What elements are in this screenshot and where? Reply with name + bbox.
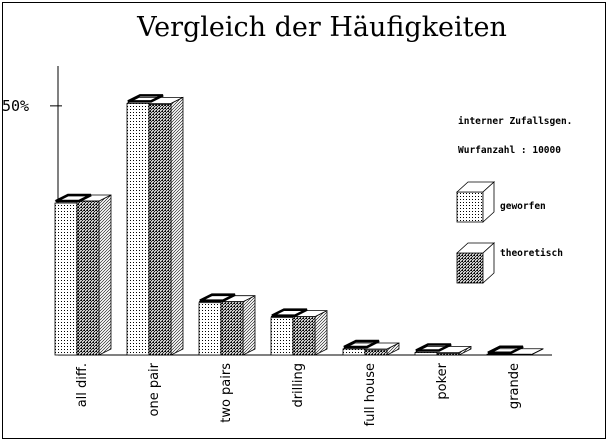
legend-label-theoretisch: theoretisch <box>500 248 563 259</box>
bar-group <box>270 308 328 356</box>
bar-theoretisch <box>436 353 460 356</box>
legend-swatch-side <box>482 181 495 223</box>
bar-value-marker <box>343 339 380 349</box>
bar-theoretisch <box>292 316 316 356</box>
bar-theoretisch <box>148 103 172 356</box>
legend-entry-geworfen <box>455 181 496 223</box>
legend-entry-theoretisch <box>455 242 496 284</box>
bar-group <box>414 343 472 356</box>
bar-geworfen <box>126 102 150 356</box>
bar-geworfen <box>198 302 222 356</box>
chart-title: Vergleich der Häufigkeiten <box>136 12 507 43</box>
legend-label-geworfen: geworfen <box>500 201 546 212</box>
info-line-2: Wurfanzahl : 10000 <box>458 145 561 156</box>
category-label: grande <box>507 363 522 409</box>
bar-side-face <box>314 309 328 356</box>
bar-group <box>486 345 544 356</box>
y-tick-label: 50% <box>2 97 29 115</box>
info-line-1: interner Zufallsgen. <box>458 116 572 127</box>
bar-group <box>198 293 256 356</box>
bars <box>54 94 544 356</box>
bar-geworfen <box>270 317 294 356</box>
bar-side-face <box>98 194 112 356</box>
category-label: full house <box>363 363 378 426</box>
bar-theoretisch <box>76 200 100 356</box>
category-labels: all diff. one pair two pairs drilling full h… <box>75 362 522 426</box>
category-label: all diff. <box>75 363 90 407</box>
bar-geworfen <box>486 353 510 356</box>
bar-value-marker <box>127 94 164 103</box>
bar-theoretisch <box>508 353 532 356</box>
legend-swatch <box>456 252 484 284</box>
category-label: two pairs <box>219 363 234 423</box>
bar-geworfen <box>414 352 438 356</box>
bar-value-marker <box>415 343 452 352</box>
bar-value-marker <box>55 193 92 203</box>
category-label: poker <box>435 362 450 399</box>
chart-frame <box>2 2 606 439</box>
bar-side-face <box>170 96 184 356</box>
bar-group <box>126 94 184 356</box>
bar-group <box>54 193 112 356</box>
category-label: one pair <box>147 362 162 416</box>
bar-geworfen <box>342 348 366 356</box>
bar-geworfen <box>54 202 78 356</box>
bar-value-marker <box>487 345 524 355</box>
bar-theoretisch <box>364 349 388 356</box>
bar-value-marker <box>271 308 308 317</box>
legend-swatch <box>456 191 484 223</box>
bar-group <box>342 339 400 356</box>
category-label: drilling <box>291 363 306 408</box>
bar-theoretisch <box>220 301 244 356</box>
bar-side-face <box>242 295 256 356</box>
bar-value-marker <box>199 293 236 302</box>
legend: interner Zufallsgen. Wurfanzahl : 10000 … <box>455 116 572 284</box>
legend-swatch-side <box>482 242 495 284</box>
